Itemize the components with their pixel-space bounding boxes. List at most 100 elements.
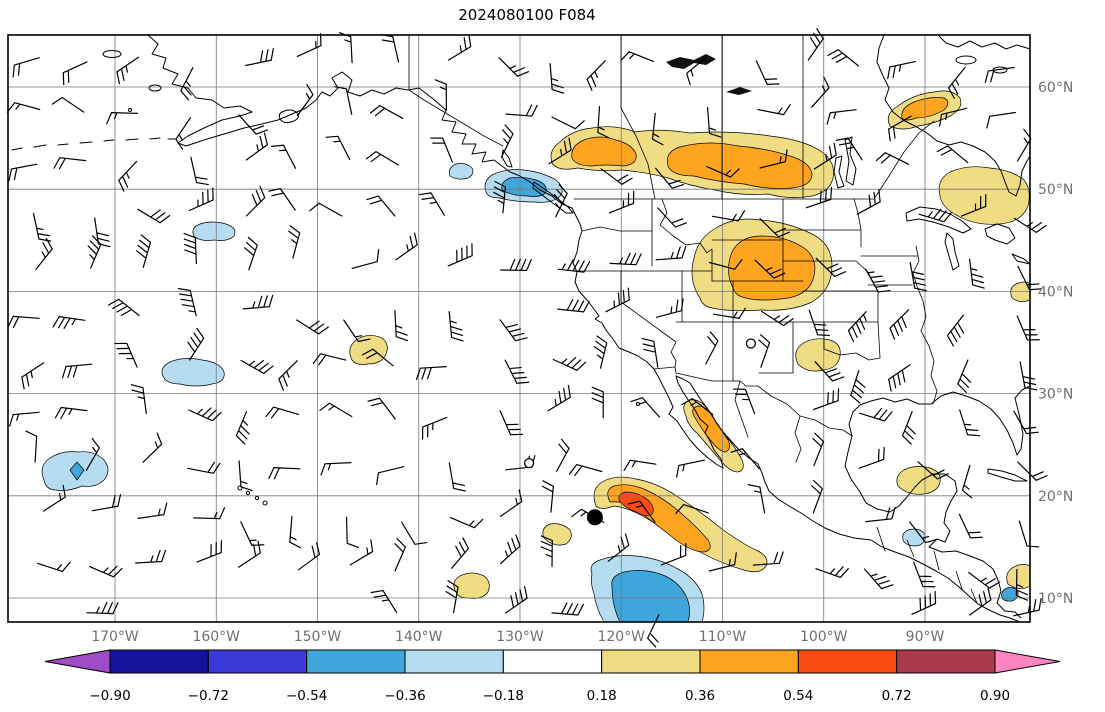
wind-barb [430, 137, 453, 163]
wind-barb [268, 188, 296, 211]
wind-barb [548, 137, 572, 165]
wind-barb [888, 364, 911, 392]
island-nunivak [148, 84, 162, 92]
wind-barb [54, 406, 88, 420]
wind-barb [655, 298, 684, 318]
region-baja-orange [692, 405, 730, 453]
wind-barb [449, 516, 484, 529]
wind-barb [847, 311, 867, 342]
wind-barb [238, 114, 268, 135]
island-st-lawrence [102, 50, 122, 58]
wind-barb [969, 587, 992, 616]
wind-barb [1017, 265, 1042, 291]
map-frame [7, 34, 1031, 623]
plot-title: 2024080100 F084 [458, 6, 595, 24]
wind-barb [245, 186, 266, 217]
wind-barb [813, 142, 837, 170]
wind-barb [705, 331, 719, 365]
wind-barb [706, 166, 740, 178]
island-pribilof [128, 108, 132, 112]
region-11n134w-yellow [453, 572, 490, 599]
wind-barb [946, 314, 965, 347]
wind-barb [499, 410, 524, 436]
wind-barb [130, 384, 147, 415]
border-montana-west [659, 198, 713, 282]
wind-barb [289, 515, 302, 549]
wind-barb [909, 261, 927, 292]
wind-barb [608, 190, 635, 214]
lon-tick-label: 170°W [91, 629, 139, 645]
colorbar-tick-label: −0.54 [286, 688, 327, 704]
wind-barb [62, 61, 88, 86]
wind-barb [863, 568, 894, 590]
wind-barb [334, 86, 353, 115]
wind-barb [175, 117, 192, 150]
wind-barb [380, 34, 400, 63]
wind-barb [1015, 568, 1029, 601]
wind-barb [732, 388, 756, 415]
wind-barb [865, 506, 896, 523]
coastlines-borders [11, 34, 1031, 623]
wind-barbs [6, 28, 1048, 648]
colorbar-segment [699, 649, 799, 674]
wind-barb [434, 79, 447, 111]
wind-barb [116, 56, 140, 85]
border-ks-east [877, 290, 881, 359]
lon-tick-label: 90°W [906, 629, 945, 645]
wind-barb [686, 56, 708, 86]
lon-tick-label: 160°W [192, 629, 240, 645]
wind-barb [557, 259, 591, 273]
wind-barb [25, 430, 38, 463]
colorbar: −0.90 −0.72 −0.54 −0.36 −0.18 0.18 0.36 0.54 0.7… [44, 649, 1061, 704]
lon-tick-label: 130°W [496, 629, 544, 645]
wind-barb [53, 157, 87, 170]
wind-barb [296, 33, 322, 58]
wind-barb [568, 463, 603, 477]
colorbar-segment [109, 649, 209, 674]
border-us-mexico [653, 366, 853, 437]
coastline-hudson-bay [876, 34, 1031, 197]
wind-barb [87, 235, 102, 269]
wind-barb [755, 60, 780, 86]
wind-barb [394, 310, 409, 342]
wind-barb [343, 319, 371, 343]
wind-barb [238, 460, 253, 492]
point-markers [523, 338, 757, 526]
wind-barb [552, 357, 587, 371]
region-midpac-yellow [349, 335, 388, 365]
wind-barb [107, 298, 140, 317]
region-epac-red [618, 491, 654, 516]
wind-barb [447, 243, 473, 267]
wind-barb [177, 288, 197, 317]
wind-barb [242, 294, 274, 310]
wind-barb [499, 319, 528, 342]
colorbar-tick-label: −0.36 [384, 688, 425, 704]
wind-barb [188, 407, 222, 422]
hawaii-island-1 [237, 485, 243, 491]
wind-barb [500, 534, 521, 565]
wind-barb [909, 521, 938, 544]
colorbar-tick-label: 0.54 [783, 688, 813, 704]
wind-barb [240, 359, 274, 374]
colorbar-segment [896, 649, 996, 674]
colorbar-tick-label: −0.18 [483, 688, 524, 704]
wind-barb [187, 327, 205, 361]
wind-barb [655, 245, 687, 261]
lat-tick-label: 60°N [1038, 80, 1073, 96]
wind-barb [349, 539, 374, 566]
wind-barb [676, 459, 705, 478]
wind-barb [936, 145, 969, 164]
wind-barb [835, 137, 863, 161]
wind-barb [422, 416, 448, 440]
wind-barb [493, 180, 507, 214]
wind-barb [805, 186, 833, 209]
region-edge-cyan-se [1001, 587, 1019, 602]
border-wa-or [581, 226, 653, 232]
aleutian-islands [11, 137, 177, 151]
island-southampton [955, 55, 977, 65]
wind-barb [553, 184, 568, 218]
wind-barb [918, 208, 953, 223]
wind-barb [730, 448, 760, 470]
region-canada-orange-east [667, 142, 813, 189]
wind-barb [547, 384, 571, 412]
